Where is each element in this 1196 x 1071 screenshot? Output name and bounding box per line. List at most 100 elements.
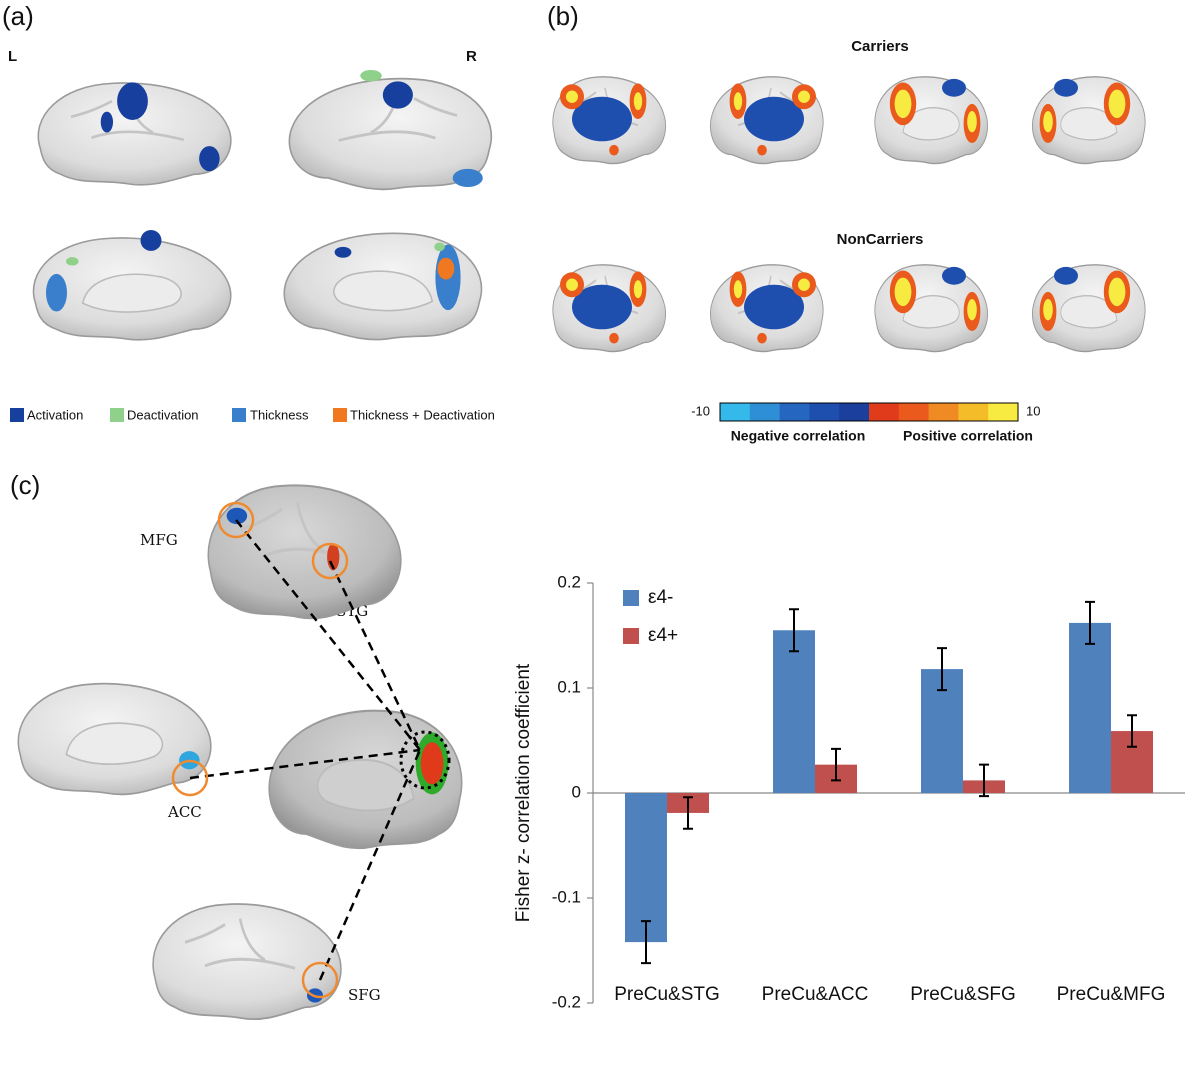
- brain-medial: [333, 270, 434, 312]
- colorbar-frame: [719, 402, 1019, 422]
- legend-swatch: [110, 408, 124, 422]
- brain-blob: [733, 280, 743, 299]
- brain-blob: [140, 230, 162, 251]
- colorbar-cell: [988, 403, 1019, 421]
- brain-blob: [1108, 277, 1126, 307]
- brain-blob: [757, 332, 767, 344]
- legend-label: ε4+: [648, 625, 678, 646]
- x-tick-label: PreCu&ACC: [762, 984, 869, 1005]
- brain-blob: [633, 92, 643, 111]
- legend-label: Thickness: [250, 407, 309, 422]
- colorbar-cell: [958, 403, 989, 421]
- brain-blob: [117, 82, 148, 120]
- colorbar-max: 10: [1026, 403, 1040, 418]
- brain-blob: [798, 278, 810, 291]
- x-tick-label: PreCu&SFG: [910, 984, 1016, 1005]
- hemisphere-label: L: [8, 48, 17, 65]
- colorbar-cell: [749, 403, 781, 421]
- legend-swatch: [10, 408, 24, 422]
- y-tick-label: 0: [572, 782, 581, 801]
- brain: [1031, 264, 1146, 353]
- brain-blob: [798, 90, 810, 103]
- colorbar-cell: [839, 403, 870, 421]
- brain: [37, 82, 232, 186]
- brain-blob: [420, 742, 444, 785]
- region-label: ACC: [167, 803, 202, 821]
- brain-blob: [744, 96, 804, 142]
- brain-blob: [609, 332, 619, 344]
- bar: [1069, 622, 1111, 793]
- roi-circle: [171, 759, 209, 797]
- group-title: Carriers: [851, 38, 909, 55]
- brain-medial: [1060, 295, 1118, 329]
- error-bar: [1127, 714, 1137, 748]
- brain-surface: [207, 484, 402, 620]
- brain: [709, 264, 824, 353]
- brain-blob: [1054, 266, 1078, 285]
- error-bar: [641, 920, 651, 965]
- error-bar: [789, 608, 799, 653]
- error-bar: [831, 747, 841, 782]
- brain: [552, 76, 667, 165]
- legend-swatch: [333, 408, 347, 422]
- brain: [874, 76, 989, 165]
- legend-swatch: [232, 408, 246, 422]
- brain-blob: [967, 298, 977, 321]
- bar: [625, 793, 667, 943]
- brain-blob: [572, 284, 632, 330]
- connection: [328, 560, 422, 751]
- brain-blob: [434, 242, 445, 252]
- brain-blob: [1043, 298, 1053, 321]
- brain-medial: [81, 273, 182, 313]
- panel-label: (c): [10, 470, 40, 500]
- region-label: SFG: [348, 986, 381, 1004]
- brain: [207, 484, 402, 620]
- brain-blob: [894, 277, 912, 307]
- brain-medial: [902, 295, 960, 329]
- hemisphere-label: R: [466, 48, 477, 65]
- brain-blob: [572, 96, 632, 142]
- brain-blob: [360, 70, 382, 82]
- brain-blob: [1043, 110, 1053, 133]
- brain-blob: [744, 284, 804, 330]
- legend-label: ε4-: [648, 587, 673, 608]
- brain: [283, 232, 483, 341]
- brain-blob: [967, 110, 977, 133]
- region-label: MFG: [140, 531, 178, 549]
- x-tick-label: PreCu&STG: [614, 984, 720, 1005]
- brain-blob: [226, 507, 248, 525]
- colorbar-positive: Positive correlation: [903, 428, 1033, 444]
- brain-blob: [942, 266, 966, 285]
- brain-blob: [382, 81, 413, 109]
- connection: [235, 519, 421, 751]
- brain-blob: [334, 246, 352, 258]
- brain: [552, 264, 667, 353]
- legend-swatch: [623, 590, 639, 606]
- legend-label: Activation: [27, 407, 83, 422]
- brain: [709, 76, 824, 165]
- hub-outline: [399, 730, 451, 790]
- colorbar-cell: [809, 403, 840, 421]
- bar: [773, 630, 815, 793]
- error-bar: [979, 763, 989, 798]
- connection: [318, 749, 422, 981]
- colorbar-cell: [928, 403, 959, 421]
- brain-blob: [633, 280, 643, 299]
- brain: [288, 70, 492, 191]
- brain-blob: [733, 92, 743, 111]
- brain-blob: [757, 144, 767, 156]
- colorbar-cell: [898, 403, 930, 421]
- brain-blob: [1108, 89, 1126, 119]
- colorbar-cell: [869, 403, 900, 421]
- legend-label: Deactivation: [127, 407, 199, 422]
- brain-blob: [437, 257, 455, 280]
- group-title: NonCarriers: [837, 231, 924, 248]
- colorbar-min: -10: [691, 403, 710, 418]
- brain-blob: [452, 168, 483, 188]
- brain-blob: [566, 90, 578, 103]
- error-bar: [937, 647, 947, 692]
- brain-blob: [566, 278, 578, 291]
- roi-circle: [301, 961, 339, 999]
- brain-blob: [46, 273, 67, 312]
